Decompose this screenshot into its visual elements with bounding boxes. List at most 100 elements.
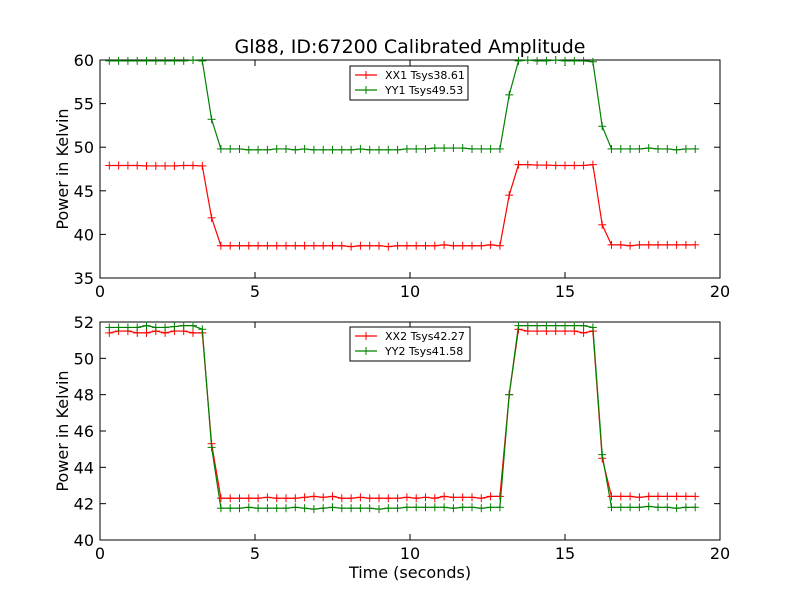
data-point (644, 502, 653, 511)
legend-box (349, 326, 471, 362)
data-point (644, 240, 653, 249)
data-point (551, 321, 560, 330)
data-point (328, 145, 337, 154)
data-point (635, 240, 644, 249)
y-tick-label: 55 (74, 95, 94, 114)
x-tick-label: 5 (250, 544, 260, 563)
data-point (365, 241, 374, 250)
data-point (356, 241, 365, 250)
data-point (300, 241, 309, 250)
data-point (561, 321, 569, 330)
data-point (654, 503, 662, 512)
data-point (430, 241, 439, 250)
data-point (123, 56, 132, 65)
y-tick-label: 46 (74, 422, 94, 441)
data-point (477, 494, 486, 503)
data-point (337, 241, 346, 250)
data-point (542, 56, 551, 65)
data-point (542, 321, 551, 330)
data-point (551, 161, 560, 170)
data-point (607, 240, 616, 249)
data-point (291, 494, 300, 503)
data-point (123, 323, 132, 332)
data-point (542, 161, 551, 170)
data-point (644, 492, 653, 501)
data-point (254, 504, 263, 513)
data-point (142, 56, 151, 65)
legend-entry: YY2 Tsys41.58 (355, 345, 463, 358)
x-tick-label: 5 (250, 282, 260, 301)
data-point (486, 492, 495, 501)
data-point (495, 144, 504, 153)
data-point (328, 492, 337, 501)
data-point (254, 241, 263, 250)
series-1 (105, 160, 700, 251)
data-point (430, 503, 439, 512)
data-point (477, 504, 486, 513)
data-point (347, 494, 356, 503)
data-point (151, 161, 160, 170)
x-tick-label: 10 (400, 282, 420, 301)
data-point (551, 56, 560, 64)
data-point (142, 161, 151, 170)
data-point (486, 144, 495, 153)
data-point (579, 321, 588, 330)
y-tick-label: 40 (74, 531, 94, 550)
data-point (440, 492, 449, 501)
data-point (347, 145, 356, 154)
data-point (607, 492, 616, 501)
data-point (458, 503, 467, 512)
data-point (133, 323, 142, 332)
data-point (616, 240, 625, 249)
data-point (105, 56, 114, 65)
data-point (114, 323, 123, 332)
data-point (458, 241, 467, 250)
data-point (644, 144, 653, 153)
data-point (626, 503, 635, 512)
data-point (430, 494, 439, 503)
data-point (477, 241, 486, 250)
data-point (337, 494, 346, 503)
data-point (384, 145, 393, 154)
data-point (384, 504, 393, 513)
data-point (393, 145, 402, 154)
data-point (235, 144, 244, 153)
data-point (672, 240, 681, 249)
data-point (449, 504, 458, 513)
x-tick-label: 10 (400, 544, 420, 563)
series-line (109, 59, 696, 151)
data-point (133, 56, 142, 65)
data-point (579, 56, 588, 65)
data-point (263, 504, 272, 513)
data-point (523, 56, 532, 64)
chart-title: Gl88, ID:67200 Calibrated Amplitude (235, 36, 586, 58)
data-point (607, 144, 616, 153)
data-point (216, 144, 225, 153)
data-point (393, 241, 402, 250)
data-point (681, 240, 690, 249)
legend-label: YY2 Tsys41.58 (384, 345, 463, 358)
data-point (598, 122, 607, 131)
data-point (272, 144, 281, 153)
data-point (272, 241, 281, 250)
data-point (105, 161, 114, 170)
data-point (654, 240, 662, 249)
data-point (449, 144, 458, 153)
data-point (356, 144, 365, 153)
data-point (598, 220, 607, 229)
data-point (588, 323, 597, 332)
data-point (570, 56, 579, 65)
data-point (282, 144, 290, 153)
data-point (272, 494, 281, 503)
data-point (337, 145, 346, 154)
data-point (635, 493, 644, 502)
data-point (347, 242, 356, 251)
data-point (579, 161, 588, 170)
data-point (263, 241, 272, 250)
x-axis-label: Time (seconds) (348, 563, 471, 582)
y-tick-label: 50 (74, 349, 94, 368)
data-point (216, 241, 225, 250)
data-point (207, 115, 216, 124)
data-point (626, 144, 635, 153)
y-tick-label: 45 (74, 182, 94, 201)
